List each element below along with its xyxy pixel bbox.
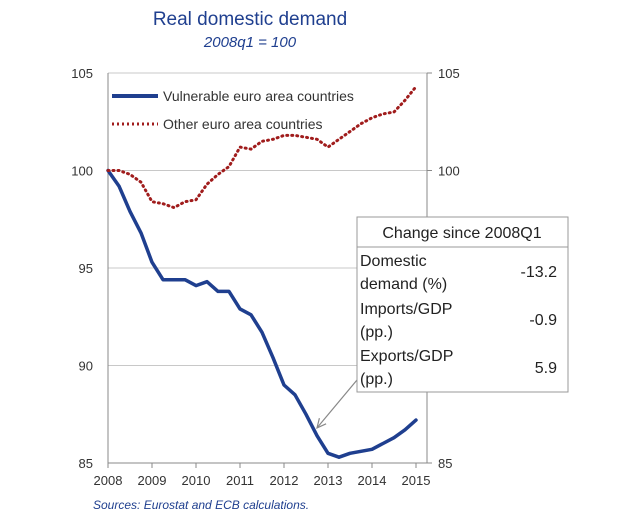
y-tick-right-105: 105 — [438, 66, 460, 81]
x-tick-2009: 2009 — [138, 473, 167, 488]
annotation-box-body-frame — [356, 246, 569, 393]
annotation-row-imports-label-1: Imports/GDP — [360, 301, 452, 318]
y-tick-left-95: 95 — [79, 261, 93, 276]
annotation-box-title-frame — [356, 216, 569, 248]
y-tick-left-85: 85 — [79, 456, 93, 471]
x-tick-2011: 2011 — [226, 473, 254, 488]
annotation-row-exports-label-2: (pp.) — [360, 371, 393, 388]
chart-subtitle: 2008q1 = 100 — [203, 34, 297, 51]
annotation-title: Change since 2008Q1 — [382, 225, 541, 242]
annotation-row-imports-label-2: (pp.) — [360, 324, 393, 341]
annotation-row-domestic-value: -13.2 — [521, 264, 558, 281]
legend: Vulnerable euro area countries Other eur… — [112, 88, 354, 132]
series-line-other — [106, 85, 418, 210]
source-note: Sources: Eurostat and ECB calculations. — [93, 498, 309, 512]
x-tick-2010: 2010 — [182, 473, 211, 488]
series-lines — [106, 85, 418, 459]
y-tick-left-100: 100 — [71, 164, 93, 179]
annotation-row-domestic-label-1: Domestic — [360, 253, 427, 270]
annotation-row-domestic-label-2: demand (%) — [360, 276, 447, 293]
annotation-row-exports-label-1: Exports/GDP — [360, 348, 453, 365]
annotation-box: Change since 2008Q1 Domestic demand (%) … — [356, 216, 569, 393]
x-tick-2008: 2008 — [94, 473, 123, 488]
annotation-row-imports-value: -0.9 — [529, 312, 557, 329]
x-tick-2015: 2015 — [402, 473, 431, 488]
series-line-vulnerable — [106, 168, 418, 459]
x-tick-2014: 2014 — [358, 473, 387, 488]
annotation-arrowhead — [316, 418, 327, 429]
annotation-arrow — [316, 379, 358, 429]
y-tick-right-100: 100 — [438, 164, 460, 179]
legend-label-other: Other euro area countries — [163, 116, 323, 132]
legend-label-vulnerable: Vulnerable euro area countries — [163, 88, 354, 104]
x-tick-2012: 2012 — [270, 473, 299, 488]
x-tick-2013: 2013 — [314, 473, 343, 488]
y-tick-left-105: 105 — [71, 66, 93, 81]
y-tick-left-90: 90 — [79, 359, 93, 374]
y-tick-right-85: 85 — [438, 456, 452, 471]
annotation-row-exports-value: 5.9 — [535, 360, 557, 377]
chart-title: Real domestic demand — [153, 9, 347, 30]
